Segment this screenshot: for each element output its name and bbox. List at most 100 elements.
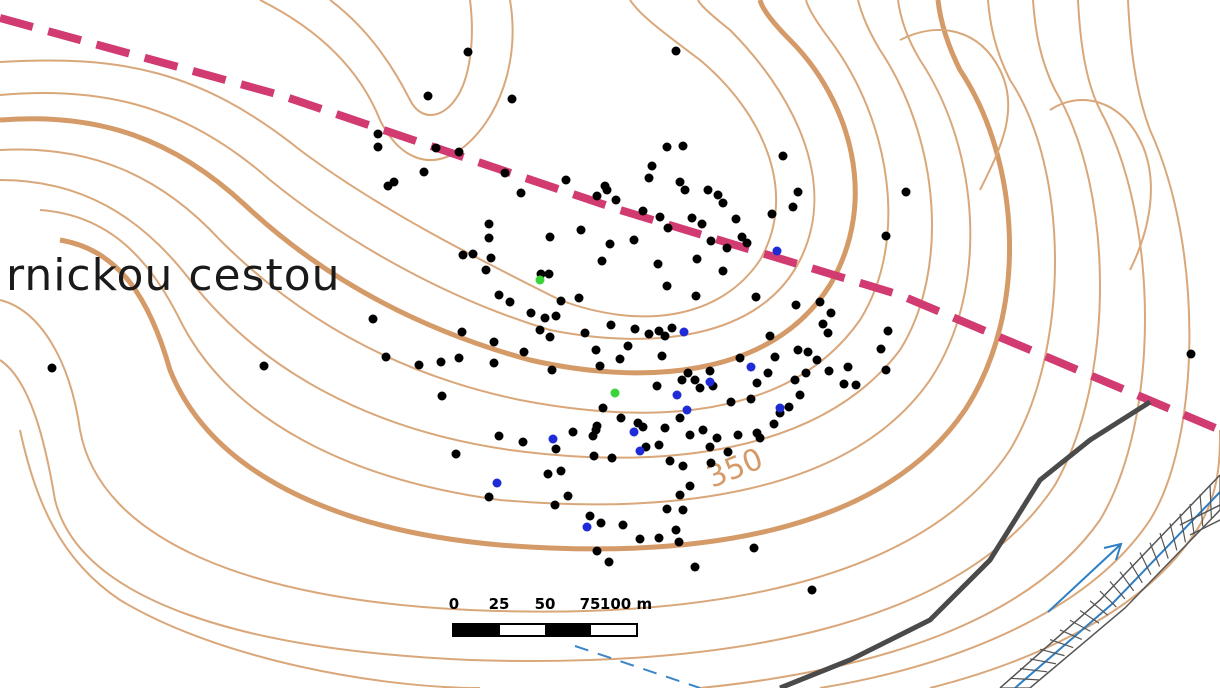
- survey-point-black: [749, 543, 759, 553]
- survey-point-green: [535, 275, 545, 285]
- survey-point-black: [561, 175, 571, 185]
- survey-point-black: [489, 337, 499, 347]
- survey-point-black: [419, 167, 429, 177]
- scale-label-0: 0: [448, 595, 460, 613]
- survey-point-black: [500, 168, 510, 178]
- survey-point-black: [373, 129, 383, 139]
- survey-point-black: [660, 423, 670, 433]
- survey-point-black: [383, 181, 393, 191]
- survey-point-black: [901, 187, 911, 197]
- survey-point-black: [484, 492, 494, 502]
- survey-point-blue: [705, 377, 715, 387]
- survey-point-black: [692, 254, 702, 264]
- survey-point-black: [437, 391, 447, 401]
- survey-point-black: [815, 297, 825, 307]
- survey-point-black: [592, 191, 602, 201]
- place-name-label: rnickou cestou: [6, 250, 341, 301]
- survey-point-black: [436, 357, 446, 367]
- contour-line: [0, 0, 890, 414]
- survey-point-black: [685, 481, 695, 491]
- survey-point-black: [607, 453, 617, 463]
- survey-point-black: [576, 225, 586, 235]
- survey-point-black: [589, 451, 599, 461]
- survey-point-black: [414, 360, 424, 370]
- survey-point-black: [881, 365, 891, 375]
- survey-point-black: [451, 449, 461, 459]
- survey-point-blue: [746, 362, 756, 372]
- survey-point-black: [47, 363, 57, 373]
- survey-point-black: [674, 537, 684, 547]
- survey-point-black: [662, 142, 672, 152]
- survey-point-black: [763, 368, 773, 378]
- scale-label-25: 25: [488, 595, 510, 613]
- survey-point-black: [623, 341, 633, 351]
- survey-point-black: [662, 504, 672, 514]
- rail-tick: [1159, 532, 1169, 559]
- survey-point-blue: [492, 478, 502, 488]
- contour-line: [39, 0, 972, 506]
- survey-point-blue: [548, 434, 558, 444]
- survey-point-black: [602, 185, 612, 195]
- survey-point-black: [695, 383, 705, 393]
- survey-point-black: [595, 361, 605, 371]
- survey-point-black: [543, 469, 553, 479]
- contour-line: [329, 0, 473, 116]
- rail-tick: [1209, 484, 1212, 519]
- contour-line: [59, 0, 1012, 552]
- survey-point-black: [795, 390, 805, 400]
- survey-point-blue: [672, 390, 682, 400]
- survey-point-black: [770, 352, 780, 362]
- survey-point-black: [843, 362, 853, 372]
- survey-point-black: [793, 345, 803, 355]
- survey-point-black: [883, 326, 893, 336]
- survey-point-black: [807, 585, 817, 595]
- survey-point-black: [746, 394, 756, 404]
- survey-point-black: [592, 546, 602, 556]
- survey-point-black: [655, 212, 665, 222]
- survey-point-black: [691, 291, 701, 301]
- rail-tick: [1049, 639, 1074, 649]
- survey-point-black: [881, 231, 891, 241]
- rail-tick: [1019, 668, 1048, 673]
- contour-line: [0, 0, 933, 459]
- survey-point-black: [568, 427, 578, 437]
- survey-point-black: [765, 331, 775, 341]
- survey-point-black: [784, 402, 794, 412]
- survey-point-black: [551, 311, 561, 321]
- contour-line: [19, 429, 481, 688]
- survey-point-black: [733, 430, 743, 440]
- survey-point-black: [535, 325, 545, 335]
- survey-point-black: [653, 259, 663, 269]
- rail-tick: [1039, 648, 1065, 657]
- survey-point-black: [801, 368, 811, 378]
- survey-point-black: [545, 232, 555, 242]
- rail-tick: [1089, 600, 1109, 616]
- survey-point-black: [675, 177, 685, 187]
- survey-point-black: [486, 253, 496, 263]
- survey-point-black: [545, 332, 555, 342]
- survey-point-black: [638, 422, 648, 432]
- survey-point-black: [423, 91, 433, 101]
- survey-point-black: [556, 296, 566, 306]
- survey-point-black: [697, 219, 707, 229]
- survey-point-black: [519, 347, 529, 357]
- flow-arrow-head: [1103, 542, 1123, 561]
- survey-point-black: [563, 491, 573, 501]
- survey-point-black: [597, 256, 607, 266]
- survey-point-black: [635, 534, 645, 544]
- survey-point-black: [677, 375, 687, 385]
- survey-point-blue: [629, 427, 639, 437]
- survey-point-black: [683, 368, 693, 378]
- survey-point-black: [671, 525, 681, 535]
- survey-point-black: [368, 314, 378, 324]
- scale-segment: [499, 625, 545, 635]
- survey-point-black: [731, 214, 741, 224]
- survey-point-black: [588, 431, 598, 441]
- survey-point-black: [735, 353, 745, 363]
- survey-point-black: [526, 308, 536, 318]
- scale-segment: [590, 625, 636, 635]
- scale-label-100: 100 m: [599, 595, 653, 613]
